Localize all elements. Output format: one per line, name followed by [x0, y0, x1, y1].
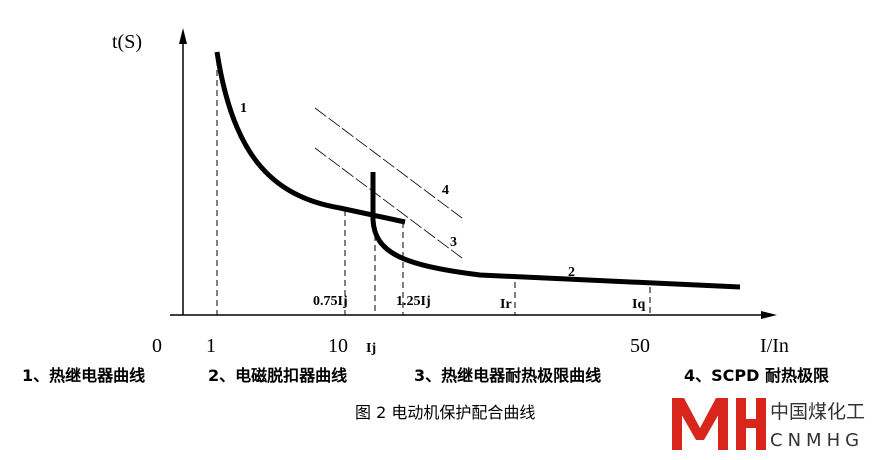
x-label: I/In	[760, 335, 789, 357]
annotation: 1.25Ij	[396, 294, 431, 309]
curve-label: 1	[240, 101, 247, 116]
x-mark: Ij	[366, 341, 376, 356]
x-arrow	[761, 311, 777, 319]
curve-label: 2	[568, 265, 575, 280]
curve-label: 3	[450, 235, 457, 250]
x-tick: 50	[630, 335, 650, 357]
curve-4	[314, 107, 463, 219]
curve-label: 4	[442, 183, 449, 198]
logo-mark	[672, 398, 766, 450]
y-label: t(S)	[112, 31, 142, 53]
annotation: Ir	[500, 297, 512, 312]
y-arrow	[179, 28, 187, 44]
logo-code: CNMHG	[770, 430, 864, 451]
logo-name: 中国煤化工	[770, 401, 865, 423]
x-tick: 0	[152, 335, 162, 357]
curve-1	[214, 51, 406, 225]
curve-2	[370, 172, 741, 290]
guides	[216, 60, 651, 315]
legend-item: 4、SCPD 耐热极限	[684, 366, 830, 385]
x-tick: 1	[206, 335, 216, 357]
legend-item: 3、热继电器耐热极限曲线	[414, 366, 601, 385]
annotation: Iq	[632, 297, 645, 312]
curve-3	[314, 147, 463, 259]
x-tick: 10	[328, 335, 348, 357]
legend-item: 1、热继电器曲线	[22, 366, 145, 385]
legend-item: 2、电磁脱扣器曲线	[208, 366, 347, 385]
annotation: 0.75Ij	[313, 294, 348, 309]
caption: 图 2 电动机保护配合曲线	[355, 403, 535, 422]
